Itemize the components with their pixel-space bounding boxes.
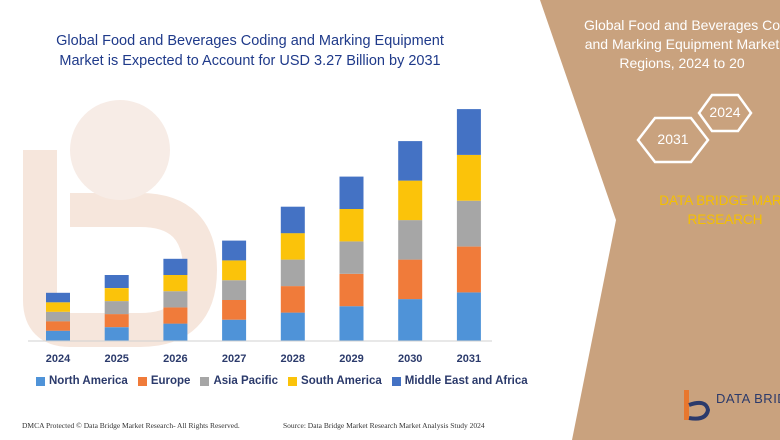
bar-segment-2024-0 [46,330,70,341]
bar-segment-2024-4 [46,292,70,303]
x-tick-label-2026: 2026 [163,353,187,365]
legend: North America Europe Asia Pacific South Ame… [36,375,528,387]
hexagon-2024-label: 2024 [709,104,741,120]
chart-title-line-1: Global Food and Beverages Coding and Mar… [56,33,444,49]
stacked-bar-chart: 2024 2025 2026 2027 2028 2029 2030 2031 [28,109,492,365]
x-tick-labels: 2024 2025 2026 2027 2028 2029 2030 2031 [46,353,481,365]
legend-item-1: Europe [137,375,191,387]
x-tick-label-2028: 2028 [281,353,305,365]
bar-segment-2030-2 [398,220,423,260]
bar-segment-2030-0 [398,299,423,341]
footer-dmca: DMCA Protected © Data Bridge Market Rese… [22,421,240,430]
bar-segment-2024-1 [46,321,70,331]
bar-segment-2026-4 [163,258,188,275]
bar-segment-2031-2 [456,200,481,247]
bar-segment-2027-3 [222,260,247,281]
bar-segment-2028-2 [280,259,305,287]
legend-swatch-3 [288,376,298,386]
data-bridge-logo-icon [684,390,711,421]
legend-swatch-1 [137,376,147,386]
x-tick-label-2030: 2030 [398,353,422,365]
panel-brand-line-2: RESEARCH [687,212,763,227]
legend-label-3: South America [301,375,382,387]
bar-segment-2031-4 [456,109,481,155]
bar-segment-2030-4 [398,141,423,181]
bar-segment-2027-2 [222,280,247,300]
bar-segment-2026-1 [163,307,188,324]
panel-title-line-3: Regions, 2024 to 20 [619,55,745,71]
bar-segment-2029-0 [339,306,364,341]
bar-segment-2031-0 [456,292,481,341]
bar-segment-2024-3 [46,302,70,312]
legend-label-4: Middle East and Africa [404,375,528,387]
bar-segment-2029-3 [339,209,364,242]
legend-label-2: Asia Pacific [213,375,279,387]
panel-brand: DATA BRIDGE MARK RESEARCH [640,191,780,229]
legend-label-0: North America [49,375,128,387]
legend-item-0: North America [36,375,128,387]
bar-segment-2025-2 [104,301,129,315]
bar-segment-2025-4 [104,275,129,288]
bar-segment-2027-4 [222,240,247,261]
chart-title-line-2: Market is Expected to Account for USD 3.… [59,53,441,69]
bar-segment-2026-3 [163,275,188,292]
panel-title: Global Food and Beverages Co and Marking… [562,16,780,73]
legend-swatch-0 [36,376,45,386]
chart-title: Global Food and Beverages Coding and Mar… [20,31,480,71]
bar-segment-2028-3 [280,233,305,260]
right-panel-background [540,0,780,440]
bar-segment-2028-4 [280,206,305,234]
bar-segment-2026-2 [163,291,188,308]
logo-text: DATA BRIDG [716,391,780,406]
bars-layer [46,109,481,341]
bar-segment-2031-3 [456,154,481,201]
x-tick-label-2027: 2027 [222,353,246,365]
bar-segment-2030-1 [398,259,423,300]
x-tick-label-2031: 2031 [457,353,481,365]
x-tick-label-2025: 2025 [104,353,128,365]
legend-swatch-4 [391,376,401,386]
bar-segment-2025-3 [104,288,129,302]
legend-item-2: Asia Pacific [200,375,278,387]
panel-brand-line-1: DATA BRIDGE MARK [659,193,780,208]
bar-segment-2026-0 [163,323,188,341]
bar-segment-2031-1 [456,246,481,293]
bar-segment-2027-1 [222,299,247,320]
hexagon-2031-icon [636,116,710,164]
footer-source: Source: Data Bridge Market Research Mark… [283,421,485,430]
panel-title-line-2: and Marking Equipment Market [584,36,780,52]
panel-title-line-1: Global Food and Beverages Co [583,17,780,33]
x-tick-label-2024: 2024 [46,353,71,365]
bar-segment-2024-2 [46,311,70,322]
legend-item-3: South America [288,375,382,387]
legend-swatch-2 [200,376,210,386]
bar-segment-2029-2 [339,241,364,274]
bar-segment-2025-1 [104,314,129,328]
bar-segment-2025-0 [104,327,129,341]
bar-segment-2028-1 [280,286,305,313]
bar-segment-2029-4 [339,176,364,209]
legend-label-1: Europe [150,375,191,387]
x-tick-label-2029: 2029 [339,353,363,365]
hexagon-2024-icon [697,93,753,133]
bar-segment-2027-0 [222,319,247,341]
legend-item-4: Middle East and Africa [391,375,528,387]
bar-segment-2028-0 [280,312,305,341]
bar-segment-2030-3 [398,180,423,221]
hexagon-2031-label: 2031 [657,131,689,147]
bar-segment-2029-1 [339,273,364,307]
